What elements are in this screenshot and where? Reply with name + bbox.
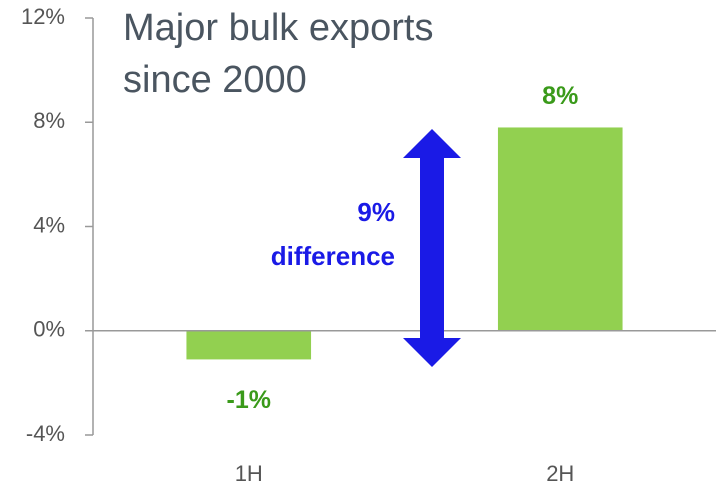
- y-tick-label: -4%: [26, 421, 65, 446]
- bar: [186, 330, 312, 360]
- y-tick-label: 4%: [33, 212, 65, 237]
- y-tick-label: 8%: [33, 108, 65, 133]
- x-tick-label: 1H: [235, 461, 263, 486]
- bar: [497, 127, 623, 331]
- x-tick-label: 2H: [546, 461, 574, 486]
- data-label: -1%: [227, 386, 271, 414]
- chart-title: Major bulk exports since 2000: [123, 7, 434, 101]
- difference-arrow: [403, 129, 461, 367]
- y-tick-label: 12%: [21, 4, 65, 29]
- y-tick-label: 0%: [33, 317, 65, 342]
- data-label: 8%: [542, 82, 578, 110]
- annotation: 9% difference: [270, 197, 395, 271]
